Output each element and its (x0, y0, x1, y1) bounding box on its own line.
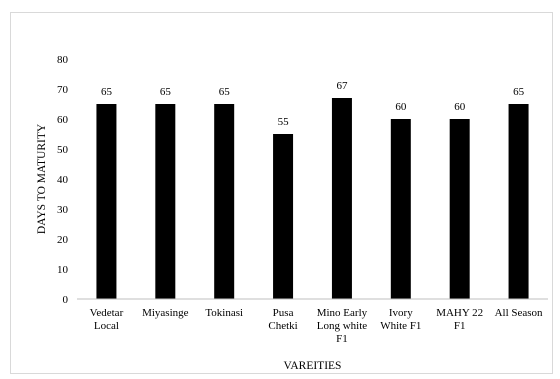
bar (273, 134, 294, 299)
x-axis-title: VAREITIES (284, 360, 342, 372)
y-tick-label: 0 (63, 294, 69, 306)
bar (214, 104, 235, 299)
category-label: All Season (495, 307, 543, 319)
category-label: Pusa Chetki (268, 307, 297, 332)
y-tick-label: 70 (57, 84, 69, 96)
data-label: 60 (454, 101, 466, 113)
category-label: Vedetar Local (90, 307, 124, 332)
category-label: Mino Early Long white F1 (317, 307, 368, 345)
bar (390, 119, 411, 299)
category-label: Tokinasi (205, 307, 243, 319)
y-axis-title: DAYS TO MATURITY (36, 123, 48, 234)
category-label: Miyasinge (142, 307, 189, 319)
data-label: 65 (513, 86, 525, 98)
data-label: 55 (278, 116, 290, 128)
y-tick-label: 50 (57, 144, 69, 156)
y-tick-label: 30 (57, 204, 69, 216)
y-axis-ticks: 0 10 20 30 40 50 60 70 80 (57, 54, 69, 306)
bar (449, 119, 470, 299)
data-labels: 65 65 65 55 67 60 60 65 (101, 80, 525, 128)
y-tick-label: 40 (57, 174, 69, 186)
bar (96, 104, 117, 299)
data-label: 67 (336, 80, 348, 92)
y-tick-label: 80 (57, 54, 69, 66)
category-label: MAHY 22 F1 (436, 307, 483, 332)
y-tick-label: 10 (57, 264, 69, 276)
bar (331, 98, 352, 299)
data-label: 65 (219, 86, 231, 98)
data-label: 65 (101, 86, 113, 98)
y-tick-label: 60 (57, 114, 69, 126)
y-tick-label: 20 (57, 234, 69, 246)
data-label: 65 (160, 86, 172, 98)
category-labels: Vedetar Local Miyasinge Tokinasi Pusa Chetki M… (90, 307, 543, 345)
bar (508, 104, 529, 299)
bars (96, 98, 529, 299)
category-label: Ivory White F1 (380, 307, 421, 332)
bar (155, 104, 176, 299)
data-label: 60 (395, 101, 407, 113)
